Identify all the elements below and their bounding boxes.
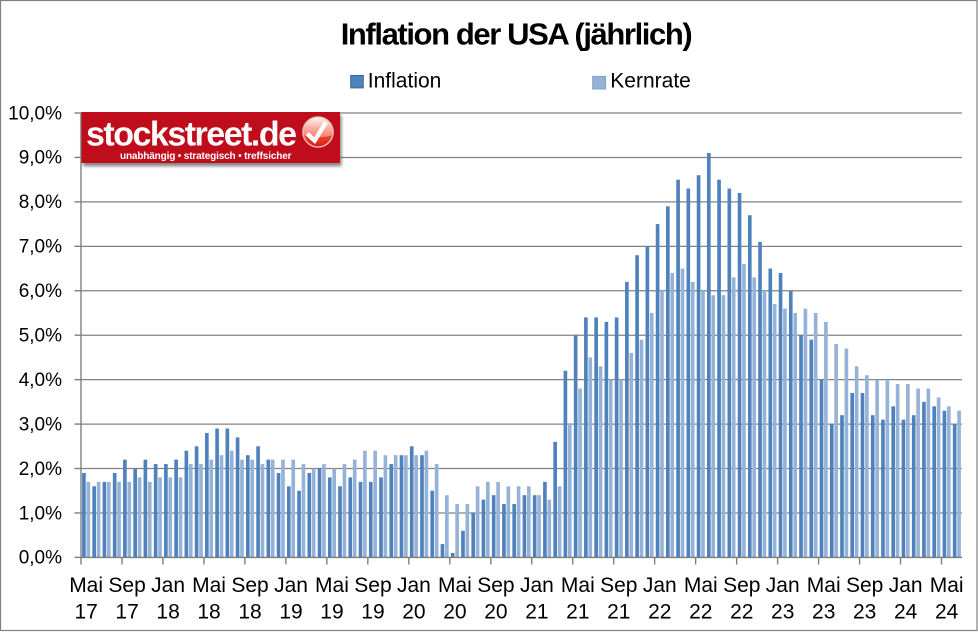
svg-text:Kernrate: Kernrate xyxy=(610,70,691,93)
svg-text:24: 24 xyxy=(935,600,959,623)
svg-text:1,0%: 1,0% xyxy=(19,503,62,524)
svg-text:21: 21 xyxy=(607,600,630,623)
svg-text:Jan: Jan xyxy=(766,574,800,597)
svg-text:21: 21 xyxy=(525,600,548,623)
svg-text:Sep: Sep xyxy=(354,574,391,597)
svg-text:Jan: Jan xyxy=(151,574,185,597)
svg-text:Jan: Jan xyxy=(889,574,923,597)
svg-text:22: 22 xyxy=(730,600,753,623)
svg-text:19: 19 xyxy=(361,600,384,623)
svg-text:4,0%: 4,0% xyxy=(19,370,62,391)
svg-text:Sep: Sep xyxy=(108,574,145,597)
svg-text:23: 23 xyxy=(853,600,876,623)
svg-text:Mai: Mai xyxy=(807,574,841,597)
svg-text:21: 21 xyxy=(566,600,589,623)
svg-text:Sep: Sep xyxy=(600,574,637,597)
svg-text:20: 20 xyxy=(443,600,466,623)
svg-text:Mai: Mai xyxy=(438,574,472,597)
svg-text:3,0%: 3,0% xyxy=(19,414,62,435)
svg-text:Sep: Sep xyxy=(846,574,883,597)
svg-text:Jan: Jan xyxy=(397,574,431,597)
svg-text:20: 20 xyxy=(484,600,507,623)
svg-text:stockstreet.de: stockstreet.de xyxy=(86,116,296,154)
svg-text:22: 22 xyxy=(648,600,671,623)
svg-text:23: 23 xyxy=(771,600,794,623)
svg-text:18: 18 xyxy=(156,600,179,623)
svg-text:unabhängig • strategisch • tre: unabhängig • strategisch • treffsicher xyxy=(120,151,292,162)
svg-text:7,0%: 7,0% xyxy=(19,237,62,258)
svg-text:Mai: Mai xyxy=(561,574,595,597)
svg-text:24: 24 xyxy=(894,600,918,623)
svg-text:Sep: Sep xyxy=(477,574,514,597)
svg-text:19: 19 xyxy=(320,600,343,623)
svg-text:17: 17 xyxy=(74,600,97,623)
svg-text:Sep: Sep xyxy=(231,574,268,597)
svg-text:Sep: Sep xyxy=(723,574,760,597)
svg-text:20: 20 xyxy=(402,600,425,623)
svg-text:Mai: Mai xyxy=(930,574,964,597)
svg-text:Inflation: Inflation xyxy=(368,70,442,93)
svg-text:8,0%: 8,0% xyxy=(19,192,62,213)
svg-text:Inflation der USA (jährlich): Inflation der USA (jährlich) xyxy=(341,17,692,52)
svg-text:5,0%: 5,0% xyxy=(19,326,62,347)
svg-text:10,0%: 10,0% xyxy=(8,103,62,124)
svg-text:Mai: Mai xyxy=(69,574,103,597)
svg-text:2,0%: 2,0% xyxy=(19,459,62,480)
svg-text:6,0%: 6,0% xyxy=(19,281,62,302)
svg-text:18: 18 xyxy=(197,600,220,623)
svg-text:22: 22 xyxy=(689,600,712,623)
svg-text:Mai: Mai xyxy=(192,574,226,597)
svg-text:Jan: Jan xyxy=(643,574,677,597)
svg-text:Mai: Mai xyxy=(684,574,718,597)
svg-text:23: 23 xyxy=(812,600,835,623)
svg-text:Mai: Mai xyxy=(315,574,349,597)
svg-text:18: 18 xyxy=(238,600,261,623)
svg-text:9,0%: 9,0% xyxy=(19,148,62,169)
svg-text:Jan: Jan xyxy=(274,574,308,597)
svg-text:17: 17 xyxy=(115,600,138,623)
svg-text:Jan: Jan xyxy=(520,574,554,597)
svg-text:19: 19 xyxy=(279,600,302,623)
svg-text:0,0%: 0,0% xyxy=(19,548,62,569)
